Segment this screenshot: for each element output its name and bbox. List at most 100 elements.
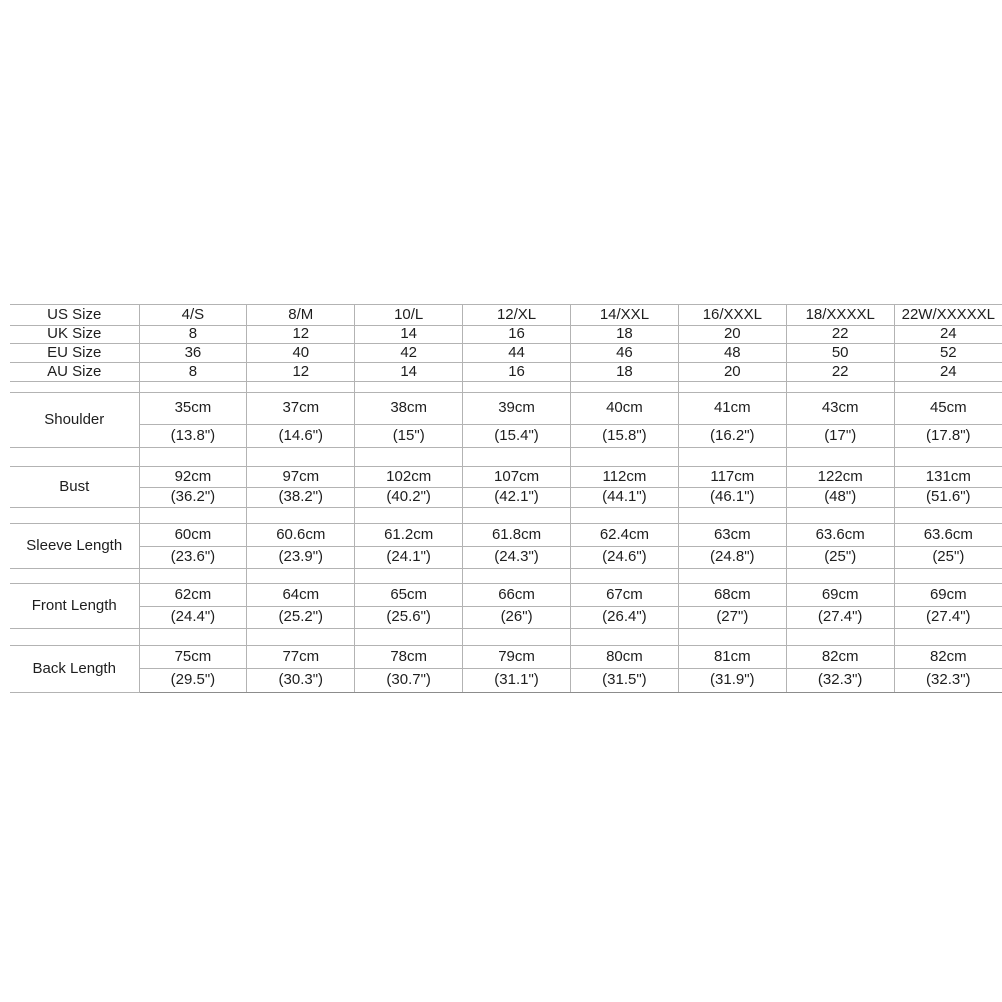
size-chart-table: US Size 4/S 8/M 10/L 12/XL 14/XXL 16/XXXL 18/XX… [10,304,1002,693]
inch-cell-back-length-4: (31.5") [570,668,679,693]
spacer-cell [785,507,895,524]
size-cell-us-size-2: 10/L [354,304,464,326]
cm-cell-bust-3: 107cm [462,466,571,488]
row-label-au-size: AU Size [10,362,140,382]
measure-row-front-length-inches: (24.4") (25.2") (25.6") (26") (26.4") (27") (2… [10,606,1002,629]
spacer-cell [462,568,571,584]
inch-cell-sleeve-length-6: (25") [785,546,895,569]
inch-cell-bust-0: (36.2") [139,487,248,508]
size-cell-au-size-5: 20 [677,362,787,382]
inch-cell-sleeve-length-1: (23.9") [246,546,356,569]
cm-cell-back-length-5: 81cm [677,645,787,669]
size-cell-eu-size-7: 52 [893,343,1002,363]
size-cell-eu-size-2: 42 [354,343,464,363]
cm-cell-back-length-7: 82cm [893,645,1002,669]
size-cell-us-size-4: 14/XXL [570,304,679,326]
inch-cell-shoulder-4: (15.8") [570,424,679,448]
row-label-us-size: US Size [10,304,140,326]
spacer-cell [570,507,679,524]
size-cell-uk-size-6: 22 [785,325,895,344]
spacer-cell [10,381,140,393]
spacer-cell [677,381,787,393]
spacer-cell [354,381,464,393]
cm-cell-front-length-0: 62cm [138,583,248,607]
size-cell-au-size-4: 18 [570,362,679,382]
spacer-cell [462,628,571,646]
row-label-bust: Bust [10,466,140,508]
inch-cell-shoulder-6: (17") [785,424,895,448]
inch-cell-shoulder-1: (14.6") [246,424,356,448]
spacer-cell [354,568,464,584]
cm-cell-bust-7: 131cm [893,466,1002,488]
inch-cell-front-length-1: (25.2") [246,606,356,629]
row-label-front-length: Front Length [10,583,140,629]
cm-cell-bust-5: 117cm [677,466,787,488]
spacer-cell [246,507,356,524]
spacer-cell [677,628,787,646]
cm-cell-back-length-0: 75cm [138,645,248,669]
cm-cell-shoulder-2: 38cm [354,392,464,425]
spacer-row [10,447,1002,467]
measure-row-bust-cm: Bust 92cm 97cm 102cm 107cm 112cm 117cm 122cm 131… [10,466,1002,508]
inch-cell-shoulder-3: (15.4") [462,424,571,448]
inch-cell-back-length-1: (30.3") [246,668,356,693]
spacer-cell [138,447,248,467]
row-label-uk-size: UK Size [10,325,140,344]
spacer-cell [570,628,679,646]
size-cell-au-size-7: 24 [893,362,1002,382]
measure-row-sleeve-length-inches: (23.6") (23.9") (24.1") (24.3") (24.6") (24.8… [10,546,1002,569]
size-cell-eu-size-1: 40 [246,343,356,363]
spacer-cell [462,381,571,393]
spacer-cell [10,507,140,524]
inch-cell-front-length-2: (25.6") [354,606,464,629]
spacer-cell [893,381,1002,393]
size-cell-au-size-1: 12 [246,362,356,382]
size-cell-us-size-0: 4/S [138,304,248,326]
inch-cell-sleeve-length-5: (24.8") [677,546,787,569]
inch-cell-back-length-7: (32.3") [893,668,1002,693]
spacer-cell [246,447,356,467]
inch-cell-sleeve-length-3: (24.3") [462,546,571,569]
cm-cell-shoulder-4: 40cm [570,392,679,425]
size-cell-uk-size-4: 18 [570,325,679,344]
cm-cell-sleeve-length-2: 61.2cm [354,523,464,547]
cm-cell-bust-0: 92cm [138,466,248,488]
size-row-au-size: AU Size 8 12 14 16 18 20 22 24 [10,362,1002,382]
row-label-back-length: Back Length [10,645,140,693]
cm-cell-sleeve-length-4: 62.4cm [570,523,679,547]
spacer-cell [462,447,571,467]
inch-cell-front-length-5: (27") [677,606,787,629]
size-cell-eu-size-4: 46 [570,343,679,363]
cm-cell-shoulder-6: 43cm [785,392,895,425]
row-label-shoulder: Shoulder [10,392,140,448]
spacer-row [10,381,1002,393]
cm-cell-shoulder-0: 35cm [138,392,248,425]
cm-cell-shoulder-3: 39cm [462,392,571,425]
inch-cell-back-length-3: (31.1") [462,668,571,693]
cm-cell-shoulder-7: 45cm [893,392,1002,425]
size-row-eu-size: EU Size 36 40 42 44 46 48 50 52 [10,343,1002,363]
cm-cell-bust-4: 112cm [570,466,679,488]
cm-cell-back-length-3: 79cm [462,645,571,669]
inch-cell-front-length-0: (24.4") [139,606,248,629]
spacer-cell [462,507,571,524]
inch-cell-bust-4: (44.1") [570,487,679,508]
cm-cell-sleeve-length-3: 61.8cm [462,523,571,547]
cm-cell-sleeve-length-0: 60cm [138,523,248,547]
spacer-cell [570,568,679,584]
inch-cell-bust-2: (40.2") [354,487,464,508]
inch-cell-back-length-0: (29.5") [139,668,248,693]
size-cell-us-size-3: 12/XL [462,304,571,326]
inch-cell-back-length-2: (30.7") [354,668,464,693]
cm-cell-back-length-6: 82cm [785,645,895,669]
spacer-cell [893,628,1002,646]
cm-cell-sleeve-length-5: 63cm [677,523,787,547]
cm-cell-back-length-4: 80cm [570,645,679,669]
size-cell-eu-size-3: 44 [462,343,571,363]
measure-row-sleeve-length-cm: Sleeve Length 60cm 60.6cm 61.2cm 61.8cm 62.4c… [10,523,1002,569]
measure-row-shoulder-cm: Shoulder 35cm 37cm 38cm 39cm 40cm 41cm 43cm 45cm [10,392,1002,448]
inch-cell-shoulder-5: (16.2") [677,424,787,448]
size-chart-body: US Size 4/S 8/M 10/L 12/XL 14/XXL 16/XXXL 18/XX… [10,304,1002,693]
spacer-cell [246,568,356,584]
